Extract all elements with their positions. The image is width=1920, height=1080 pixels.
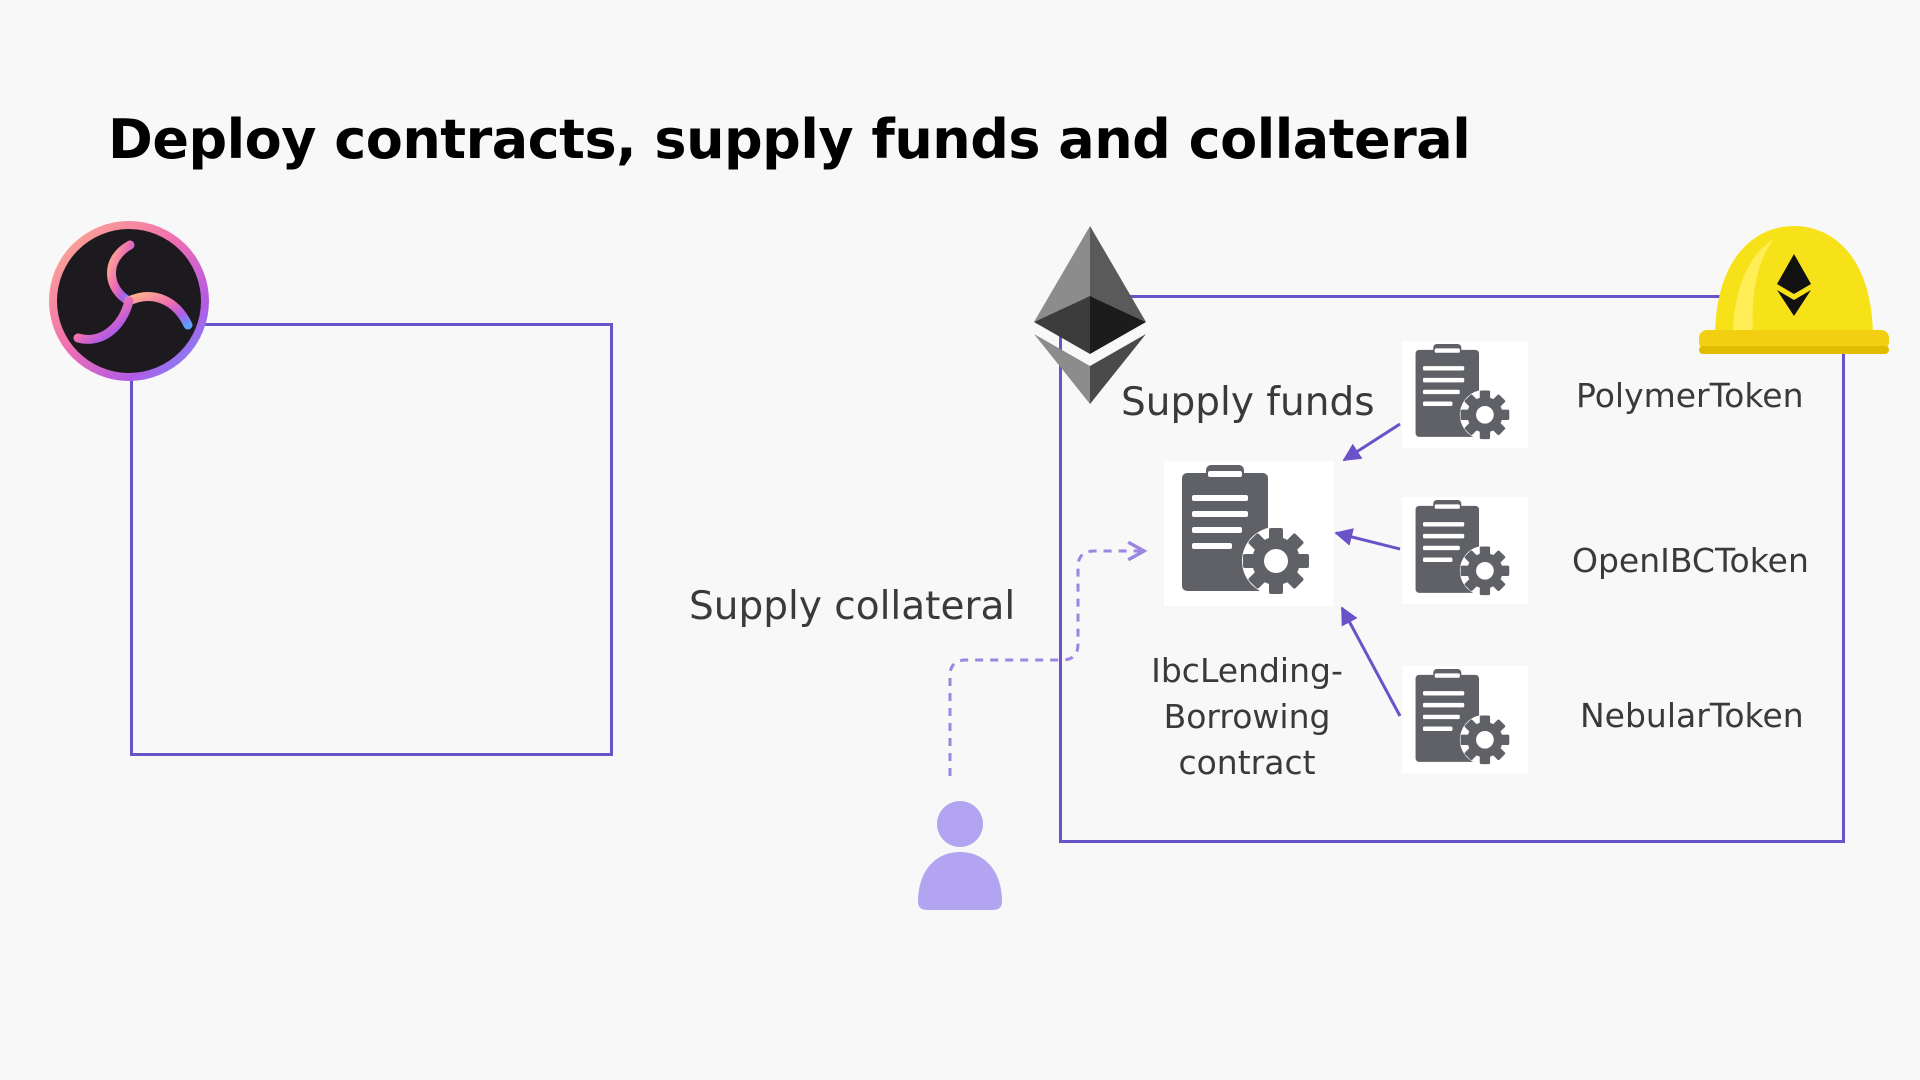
token-contract-icon	[1402, 666, 1528, 773]
token-label-nebular: NebularToken	[1580, 696, 1804, 735]
main-contract-label-line: IbcLending-	[1151, 651, 1343, 690]
polymer-logo-icon	[48, 220, 210, 382]
token-label-openibc: OpenIBCToken	[1572, 541, 1809, 580]
arrow-polymer-to-main	[1342, 422, 1401, 462]
token-contract-icon	[1402, 497, 1528, 604]
polymer-chain-box	[130, 323, 613, 756]
page-title: Deploy contracts, supply funds and colla…	[108, 108, 1471, 171]
ethereum-logo-icon	[1034, 226, 1146, 404]
ethereum-chain-box	[1059, 295, 1845, 843]
main-contract-label: IbcLending- Borrowing contract	[1112, 648, 1382, 786]
arrow-user-to-main	[948, 551, 1144, 776]
arrow-nebular-to-main	[1340, 606, 1402, 717]
hardhat-icon	[1693, 220, 1895, 362]
supply-funds-label: Supply funds	[1121, 380, 1375, 425]
main-contract-label-line: Borrowing	[1163, 697, 1331, 736]
supply-collateral-label: Supply collateral	[689, 584, 1016, 629]
arrow-openibc-to-main	[1334, 528, 1401, 551]
user-icon	[918, 800, 1002, 910]
token-label-polymer: PolymerToken	[1576, 376, 1804, 415]
token-contract-icon	[1402, 341, 1528, 448]
main-contract-icon	[1164, 461, 1334, 606]
main-contract-label-line: contract	[1178, 743, 1316, 782]
